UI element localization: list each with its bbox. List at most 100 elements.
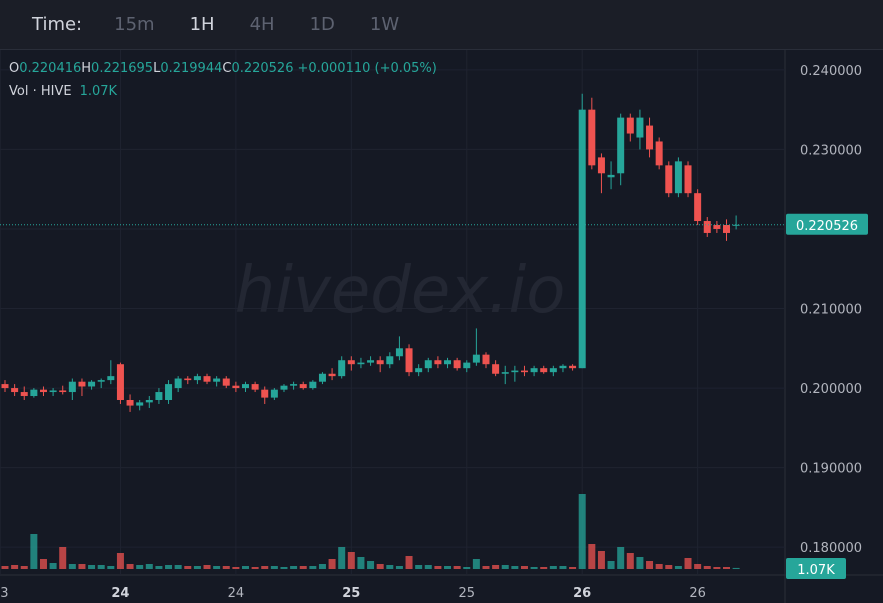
candle-body [126, 400, 134, 406]
candle-body [530, 368, 538, 373]
candle-body [165, 384, 173, 400]
legend-part: 0.220526 [231, 61, 293, 76]
legend-part: 0.220416 [19, 61, 81, 76]
volume-bar [116, 553, 124, 569]
y-tick-label: 0.190000 [800, 462, 862, 477]
y-tick-label: 0.200000 [800, 382, 862, 397]
candle-body [723, 225, 730, 233]
volume-bar [424, 565, 432, 569]
candle-body [520, 370, 528, 373]
volume-bar [20, 566, 28, 569]
candle-body [463, 362, 471, 369]
volume-bar [318, 564, 326, 569]
candle-body [116, 364, 124, 400]
volume-bar [386, 565, 394, 569]
candle-body [674, 161, 682, 194]
volume-bar [376, 564, 384, 569]
volume-bar [184, 566, 192, 569]
volume-bar [655, 564, 663, 569]
interval-button[interactable]: 1H [189, 14, 215, 35]
legend-part: Vol · HIVE [9, 84, 72, 99]
volume-bar [405, 556, 413, 569]
candle-body [1, 384, 9, 389]
candle-body [694, 193, 702, 222]
candle-body [107, 376, 115, 381]
volume-bar [492, 565, 500, 569]
candle-body [222, 378, 230, 386]
volume-bar [607, 561, 615, 569]
candle-body [203, 376, 211, 382]
candle-body [299, 384, 307, 389]
candle-body [597, 157, 605, 174]
ohlc-legend: O0.220416H0.221695L0.219944C0.220526 +0.0… [9, 61, 437, 76]
candle-body [492, 364, 500, 374]
candle-body [626, 117, 634, 134]
candle-body [59, 390, 67, 393]
candle-body [376, 360, 384, 365]
watermark: hivedex.io [235, 254, 566, 328]
candle-body [501, 372, 509, 374]
legend-part: 0.219944 [160, 61, 222, 76]
volume-bar [549, 566, 557, 569]
volume-bar [11, 565, 19, 569]
price-tag-label: 0.220526 [796, 219, 858, 234]
volume-bar [347, 552, 355, 569]
interval-button[interactable]: 1D [309, 14, 335, 35]
candle-body [242, 384, 249, 389]
legend-part: O [9, 61, 19, 76]
volume-bar [694, 564, 702, 569]
candle-body [646, 125, 654, 150]
candle-body [357, 362, 365, 365]
volume-bar [88, 565, 96, 569]
candle-body [395, 348, 403, 357]
volume-bar [674, 566, 682, 569]
volume-bar [270, 566, 278, 569]
interval-button[interactable]: 4H [249, 14, 275, 35]
volume-bar [626, 553, 634, 569]
volume-bar [530, 567, 538, 569]
volume-bar [482, 566, 490, 569]
volume-bar [174, 565, 182, 569]
volume-bar [395, 566, 403, 569]
volume-bar [145, 564, 153, 569]
volume-bar [280, 567, 288, 569]
candle-body [145, 400, 153, 403]
volume-bar [463, 567, 471, 569]
y-tick-label: 0.230000 [800, 143, 862, 158]
volume-bar [444, 566, 452, 569]
candle-body [347, 360, 355, 365]
volume-bar [357, 557, 365, 569]
y-tick-label: 0.240000 [800, 64, 862, 79]
volume-bar [646, 561, 654, 569]
toolbar-label: Time: [32, 14, 83, 35]
volume-bar [193, 566, 201, 569]
candle-body [213, 378, 221, 382]
candle-body [578, 109, 586, 369]
candle-body [703, 221, 711, 233]
volume-bar [309, 566, 317, 569]
candle-body [434, 360, 442, 365]
interval-button[interactable]: 15m [114, 14, 155, 35]
volume-bar [30, 534, 38, 569]
volume-bar [723, 567, 730, 569]
candle-body [290, 384, 298, 386]
volume-bar [251, 567, 259, 569]
volume-bar [569, 567, 577, 569]
volume-bar [472, 559, 480, 569]
volume-bar [97, 565, 105, 569]
volume-bar [299, 566, 307, 569]
candle-body [309, 381, 317, 389]
candle-body [559, 365, 567, 369]
candle-body [569, 365, 577, 369]
volume-tag [786, 558, 846, 579]
volume-bar [559, 566, 567, 569]
candle-body [549, 368, 557, 373]
candle-body [655, 141, 663, 166]
volume-bar [261, 566, 269, 569]
volume-legend: Vol · HIVE 1.07K [9, 84, 118, 99]
volume-bar [453, 566, 461, 569]
interval-button[interactable]: 1W [369, 14, 400, 35]
volume-bar [703, 566, 711, 569]
candle-body [88, 381, 96, 387]
